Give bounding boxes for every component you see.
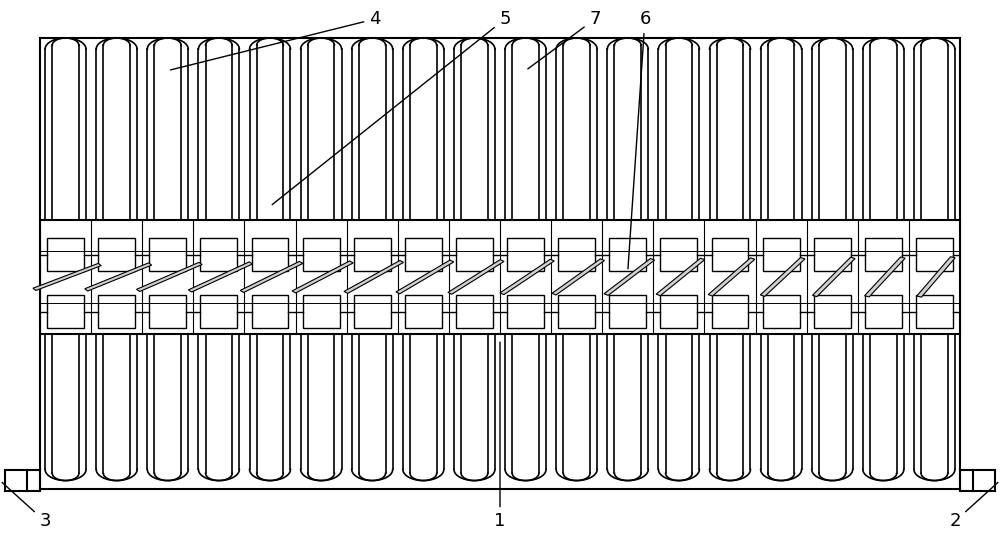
Polygon shape — [917, 257, 955, 297]
Polygon shape — [812, 257, 855, 296]
Polygon shape — [188, 262, 253, 292]
Polygon shape — [708, 258, 755, 296]
Bar — [763, 238, 800, 272]
Bar — [814, 295, 851, 328]
Polygon shape — [656, 258, 705, 296]
Bar — [405, 238, 442, 272]
Bar — [354, 295, 391, 328]
Bar — [405, 295, 442, 328]
Bar — [149, 295, 186, 328]
Bar — [609, 238, 646, 272]
Polygon shape — [865, 257, 905, 297]
Bar — [609, 295, 646, 328]
Bar — [712, 238, 748, 272]
Text: 5: 5 — [272, 10, 511, 205]
Polygon shape — [552, 259, 604, 295]
Bar — [558, 238, 595, 272]
Text: 2: 2 — [949, 482, 998, 531]
Bar — [507, 295, 544, 328]
Text: 7: 7 — [528, 10, 601, 69]
Polygon shape — [604, 258, 655, 295]
Bar — [712, 295, 748, 328]
Bar — [865, 295, 902, 328]
Bar — [456, 238, 493, 272]
Bar — [865, 238, 902, 272]
Bar — [252, 238, 288, 272]
Bar — [660, 238, 697, 272]
Bar — [660, 295, 697, 328]
Bar — [47, 295, 84, 328]
Polygon shape — [85, 263, 152, 291]
Bar — [303, 295, 340, 328]
Bar — [27, 470, 40, 491]
Polygon shape — [240, 261, 303, 293]
Bar — [814, 238, 851, 272]
Text: 4: 4 — [170, 10, 381, 70]
Bar — [40, 38, 960, 489]
Bar — [98, 295, 135, 328]
Bar — [200, 295, 237, 328]
Bar — [763, 295, 800, 328]
Bar — [507, 238, 544, 272]
Bar — [960, 470, 973, 491]
Bar — [98, 238, 135, 272]
Bar — [916, 238, 953, 272]
Bar — [354, 238, 391, 272]
Bar — [149, 238, 186, 272]
Bar — [303, 238, 340, 272]
Polygon shape — [33, 263, 101, 291]
Polygon shape — [760, 257, 805, 296]
Bar — [252, 295, 288, 328]
Bar — [558, 295, 595, 328]
Bar — [47, 238, 84, 272]
Polygon shape — [292, 261, 353, 293]
Polygon shape — [137, 262, 202, 292]
Text: 6: 6 — [628, 10, 651, 269]
Polygon shape — [396, 260, 454, 294]
Polygon shape — [500, 259, 554, 295]
Bar — [456, 295, 493, 328]
Bar — [916, 295, 953, 328]
Bar — [200, 238, 237, 272]
Text: 1: 1 — [494, 342, 506, 531]
Polygon shape — [344, 261, 404, 293]
Polygon shape — [448, 260, 504, 294]
Text: 3: 3 — [2, 482, 51, 531]
